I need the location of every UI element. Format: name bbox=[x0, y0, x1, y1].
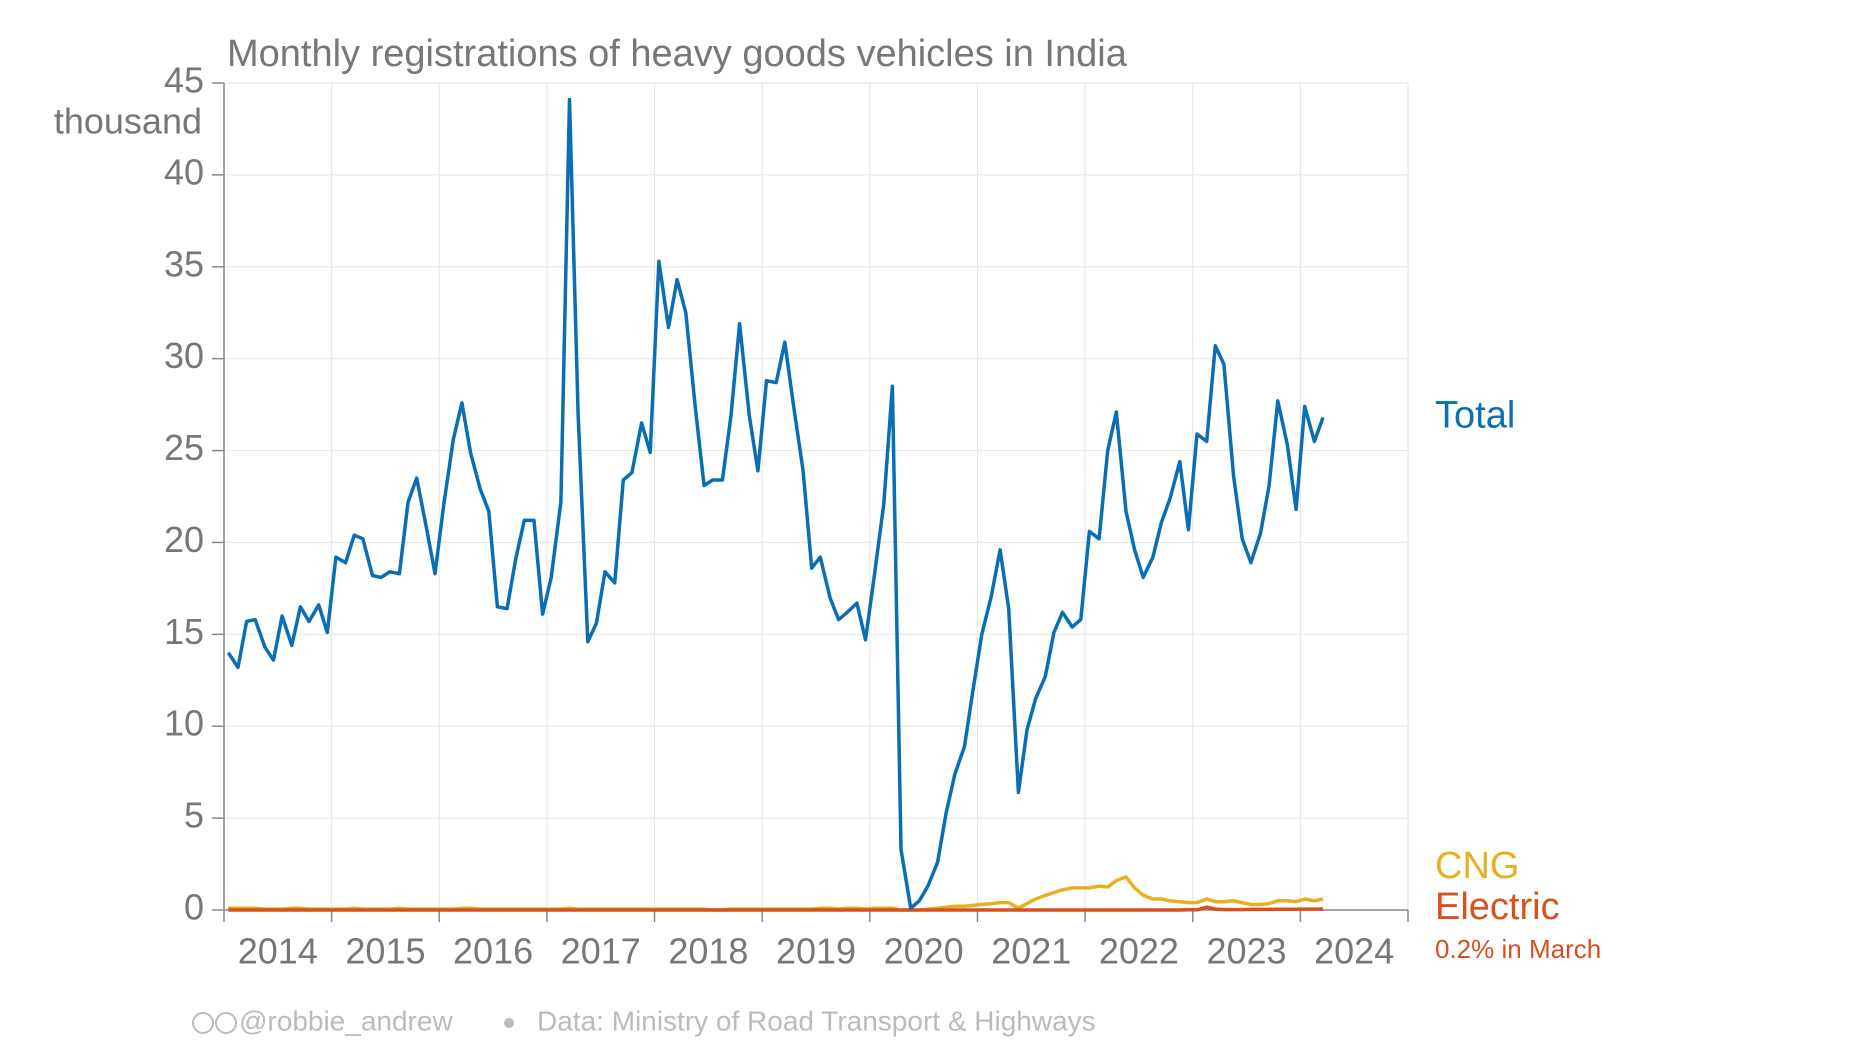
y-tick-label: 35 bbox=[164, 243, 204, 284]
annotation: 0.2% in March bbox=[1435, 934, 1601, 964]
y-tick-label: 40 bbox=[164, 151, 204, 192]
series-line bbox=[226, 97, 1325, 910]
y-tick-label: 30 bbox=[164, 335, 204, 376]
legend-label: Total bbox=[1435, 395, 1515, 437]
y-axis-label: thousand bbox=[54, 101, 202, 142]
y-tick-label: 0 bbox=[184, 887, 204, 928]
credit: @robbie_andrew bbox=[239, 1005, 453, 1036]
x-tick-label: 2021 bbox=[991, 931, 1071, 972]
series-line bbox=[228, 875, 1324, 912]
y-tick-label: 5 bbox=[184, 795, 204, 836]
y-tick-label: 10 bbox=[164, 703, 204, 744]
x-tick-label: 2015 bbox=[345, 931, 425, 972]
y-tick-label: 25 bbox=[164, 427, 204, 468]
x-tick-label: 2014 bbox=[238, 931, 318, 972]
x-tick-label: 2016 bbox=[453, 931, 533, 972]
chart-title: Monthly registrations of heavy goods veh… bbox=[227, 33, 1128, 75]
x-tick-label: 2018 bbox=[668, 931, 748, 972]
x-tick-label: 2019 bbox=[776, 931, 856, 972]
x-tick-label: 2022 bbox=[1099, 931, 1179, 972]
legend-label: Electric bbox=[1435, 886, 1560, 928]
y-tick-label: 15 bbox=[164, 611, 204, 652]
x-tick-label: 2020 bbox=[884, 931, 964, 972]
y-tick-label: 20 bbox=[164, 519, 204, 560]
y-tick-label: 45 bbox=[164, 60, 204, 101]
legend-label: CNG bbox=[1435, 845, 1519, 887]
source: Data: Ministry of Road Transport & Highw… bbox=[537, 1005, 1096, 1036]
x-tick-label: 2023 bbox=[1206, 931, 1286, 972]
x-tick-label: 2017 bbox=[561, 931, 641, 972]
series-line bbox=[228, 905, 1323, 912]
x-tick-label: 2024 bbox=[1314, 931, 1394, 972]
credit-icons bbox=[192, 1012, 514, 1034]
